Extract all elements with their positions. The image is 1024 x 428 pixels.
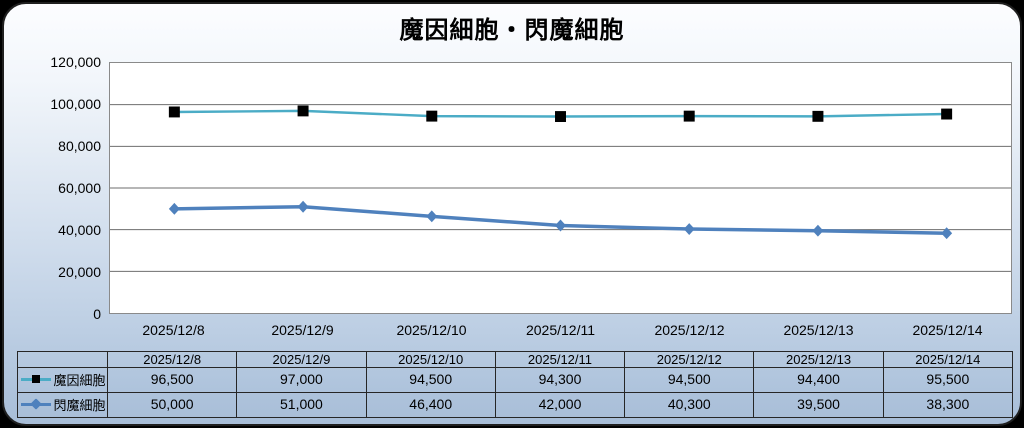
- table-cell: 97,000: [236, 367, 367, 393]
- table-cell: 42,000: [494, 391, 626, 418]
- table-cell: 94,500: [365, 367, 496, 393]
- table-cell: 46,400: [365, 391, 496, 418]
- y-axis-tick-label: 0: [93, 306, 101, 322]
- y-axis-tick-label: 80,000: [58, 138, 101, 154]
- series2-label: 閃魔細胞: [53, 397, 106, 413]
- x-axis-tick-label: 2025/12/14: [912, 322, 983, 338]
- table-cell: 50,000: [106, 391, 238, 418]
- legend-cell-series2: 閃魔細胞: [17, 391, 108, 418]
- table-header-cell: 2025/12/11: [494, 351, 626, 368]
- table-cell: 38,300: [882, 391, 1014, 418]
- data-table: 2025/12/8 2025/12/9 2025/12/10 2025/12/1…: [17, 351, 1014, 418]
- table-cell: 95,500: [882, 367, 1014, 393]
- table-cell: 96,500: [106, 367, 238, 393]
- x-axis-tick-label: 2025/12/11: [525, 322, 596, 338]
- legend-cell-series1: 魔因細胞: [17, 367, 108, 393]
- table-cell: 94,400: [753, 367, 884, 393]
- table-cell: 51,000: [236, 391, 367, 418]
- table-row-series2: 閃魔細胞 50,000 51,000 46,400 42,000 40,300 …: [17, 391, 1014, 418]
- series2-legend-key-icon: [21, 398, 52, 410]
- table-header-cell: 2025/12/14: [882, 351, 1014, 368]
- table-row-series1: 魔因細胞 96,500 97,000 94,500 94,300 94,500 …: [17, 367, 1014, 393]
- x-axis: 2025/12/8 2025/12/9 2025/12/10 2025/12/1…: [109, 319, 1012, 341]
- table-cell: 94,500: [624, 367, 755, 393]
- chart-title: 魔因細胞・閃魔細胞: [399, 17, 625, 44]
- y-axis-tick-label: 60,000: [58, 180, 101, 196]
- y-axis-tick-label: 20,000: [58, 264, 101, 280]
- table-header-cell: 2025/12/8: [106, 351, 238, 368]
- x-axis-tick-label: 2025/12/13: [783, 322, 854, 338]
- table-cell: 39,500: [753, 391, 884, 418]
- x-axis-tick-label: 2025/12/12: [654, 322, 725, 338]
- table-corner-cell: [17, 351, 108, 368]
- series1-legend-key-icon: [21, 373, 52, 385]
- y-axis-tick-label: 40,000: [58, 222, 101, 238]
- plot-svg: [110, 104, 1011, 272]
- plot-area: [109, 62, 1012, 314]
- x-axis-tick-label: 2025/12/8: [142, 322, 205, 338]
- table-header-cell: 2025/12/12: [624, 351, 755, 368]
- table-header-cell: 2025/12/10: [365, 351, 496, 368]
- series1-label: 魔因細胞: [53, 372, 106, 388]
- table-header-cell: 2025/12/9: [236, 351, 367, 368]
- y-axis-tick-label: 100,000: [50, 96, 101, 112]
- y-axis: 120,000 100,000 80,000 60,000 40,000 20,…: [4, 54, 101, 322]
- x-axis-tick-label: 2025/12/10: [396, 322, 467, 338]
- table-header-cell: 2025/12/13: [753, 351, 884, 368]
- y-axis-tick-label: 120,000: [50, 54, 101, 70]
- table-cell: 40,300: [624, 391, 755, 418]
- table-cell: 94,300: [494, 367, 626, 393]
- x-axis-tick-label: 2025/12/9: [271, 322, 334, 338]
- table-header-row: 2025/12/8 2025/12/9 2025/12/10 2025/12/1…: [17, 351, 1014, 368]
